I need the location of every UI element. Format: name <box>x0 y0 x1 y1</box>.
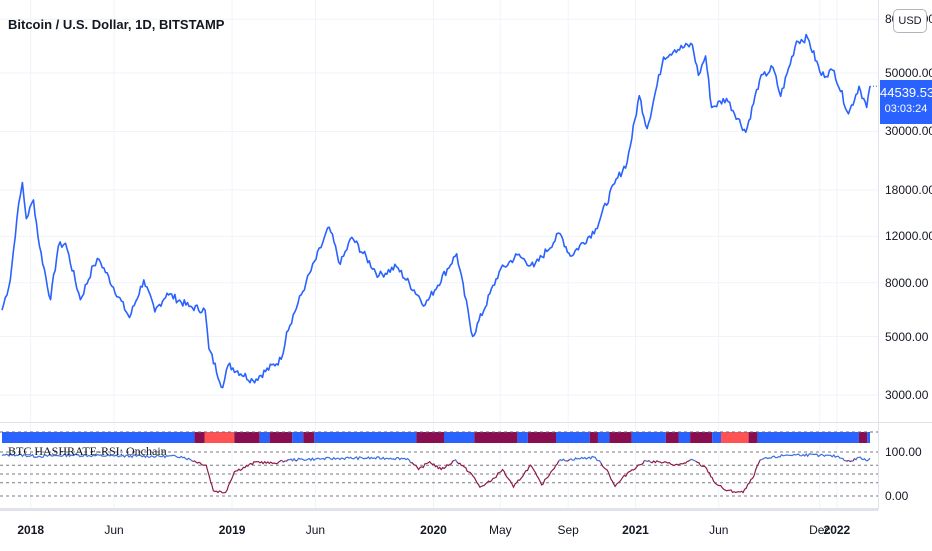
rsi-line-high <box>1 452 871 464</box>
price-tick-label: 50000.00 <box>885 66 932 80</box>
signal-band-segment <box>444 432 475 443</box>
signal-band-segment <box>748 432 758 443</box>
price-tick-label: 8000.00 <box>885 275 929 290</box>
price-tick-label: 30000.00 <box>885 124 932 139</box>
price-tick-label: 5000.00 <box>885 329 929 344</box>
signal-band-segment <box>721 432 749 443</box>
signal-band-segment <box>589 432 598 443</box>
signal-band-segment <box>234 432 260 443</box>
signal-band-segment <box>631 432 666 443</box>
time-tick-label: Sep <box>557 523 579 537</box>
bar-countdown: 03:03:24 <box>884 103 928 115</box>
signal-band-segment <box>517 432 528 443</box>
signal-band-segment <box>712 432 722 443</box>
signal-band-segment <box>314 432 417 443</box>
indicator-bottom-border <box>0 508 878 510</box>
signal-band-segment <box>867 432 870 443</box>
signal-band-segment <box>2 432 195 443</box>
time-tick-label: 2020 <box>420 523 447 537</box>
signal-band-segment <box>474 432 518 443</box>
signal-band-segment <box>194 432 205 443</box>
signal-band-segment <box>292 432 304 443</box>
signal-band-segment <box>303 432 315 443</box>
time-tick-label: 2022 <box>823 523 851 537</box>
pane-divider[interactable] <box>0 422 878 423</box>
time-tick-label: Dec <box>809 523 831 537</box>
price-tick-label: 18000.00 <box>885 182 932 197</box>
signal-band-segment <box>690 432 713 443</box>
price-tick-label: 3000.00 <box>885 388 929 402</box>
chart-canvas[interactable] <box>0 0 878 510</box>
signal-band-segment <box>204 432 235 443</box>
price-series-line <box>1 33 871 389</box>
time-tick-label: May <box>488 523 512 537</box>
signal-band-segment <box>757 432 859 443</box>
time-tick-label: Jun <box>709 523 729 537</box>
signal-band-segment <box>527 432 557 443</box>
indicator-tick-label: 0.00 <box>885 489 909 503</box>
price-tick-label: 12000.00 <box>885 229 932 244</box>
signal-band-segment <box>259 432 270 443</box>
currency-button[interactable]: USD <box>893 9 927 33</box>
signal-band-segment <box>269 432 293 443</box>
time-tick-label: Jun <box>305 523 326 537</box>
chart-pane[interactable] <box>0 0 878 510</box>
signal-band-segment <box>665 432 679 443</box>
signal-band-segment <box>678 432 691 443</box>
price-scale[interactable]: 80000.0050000.0030000.0018000.0012000.00… <box>878 0 932 510</box>
signal-band-segment <box>556 432 590 443</box>
price-scale-divider <box>878 422 932 423</box>
time-axis[interactable]: 2018 Jun 2019 Jun 2020 May Sep 2021 Jun Dec 2022 <box>0 510 878 551</box>
signal-band-segment <box>858 432 868 443</box>
last-price-value: 44539.53 <box>880 85 932 100</box>
signal-band-segment <box>416 432 445 443</box>
signal-band-segment <box>597 432 610 443</box>
last-price-badge: 44539.53 03:03:24 <box>880 80 932 124</box>
time-tick-label: 2019 <box>218 523 246 537</box>
rsi-line-low <box>192 458 856 494</box>
time-tick-label: Jun <box>104 523 124 537</box>
time-tick-label: 2021 <box>622 523 649 537</box>
signal-band-segment <box>609 432 632 443</box>
symbol-title[interactable]: Bitcoin / U.S. Dollar, 1D, BITSTAMP <box>8 17 225 32</box>
indicator-title[interactable]: BTC HASHRATE-RSI: Onchain <box>8 444 167 458</box>
indicator-tick-label: 100.00 <box>885 445 922 459</box>
time-tick-label: 2018 <box>17 523 45 537</box>
